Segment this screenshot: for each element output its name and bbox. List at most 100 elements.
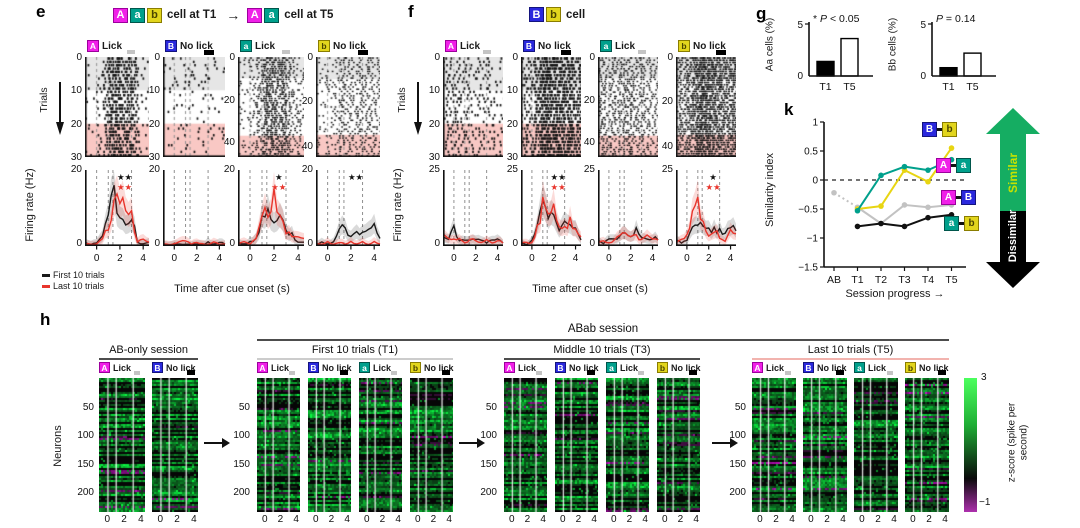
pair-connector	[951, 164, 956, 167]
colorbar	[964, 378, 977, 512]
cue-A-badge: A	[99, 362, 110, 373]
cue-A-badge: A	[257, 362, 268, 373]
k-xlabel: Session progress →	[845, 288, 945, 300]
neuron-ytick-label: 50	[485, 401, 497, 413]
raster-ytick-label: 40	[661, 140, 673, 152]
heatmap	[504, 378, 547, 512]
cue-B-badge: B	[803, 362, 814, 373]
svg-text:0.5: 0.5	[804, 147, 818, 158]
heatmap-xtick-label: 2	[328, 514, 335, 525]
svg-text:2: 2	[194, 253, 200, 264]
red-line-swatch	[42, 285, 50, 288]
rate-ymax-label: 20	[148, 164, 160, 175]
heatmap-xtick-label: 2	[575, 514, 582, 525]
svg-text:T4: T4	[922, 274, 934, 286]
significance-stars-red: ★★	[271, 182, 287, 192]
heatmap	[854, 378, 898, 512]
raster-plot	[598, 57, 658, 157]
e-legend: First 10 trials Last 10 trials	[42, 270, 105, 292]
lick-marker	[637, 50, 646, 54]
colorbar-max-label: 3	[981, 372, 987, 383]
k-ylabel: Similarity index	[764, 153, 776, 227]
group-title-t1: First 10 trials (T1)	[311, 344, 399, 356]
group-underline-t5	[752, 358, 949, 360]
trial-type-label: Lick	[620, 362, 639, 373]
heatmap	[257, 378, 300, 512]
rate-ymax-label: 20	[301, 164, 313, 175]
cue-B-badge: B	[922, 122, 937, 137]
bar-chart-Aa: * P < 0.05 5 0 T1 T5	[797, 13, 873, 93]
raster-plot	[316, 57, 380, 157]
cue-a-badge: a	[359, 362, 370, 373]
legend-last-trials: Last 10 trials	[42, 281, 105, 292]
heatmap-xtick-label: 2	[677, 514, 684, 525]
trial-type-label: Lick	[868, 362, 887, 373]
svg-text:0: 0	[797, 71, 803, 82]
panel-h-label: h	[40, 310, 51, 329]
f-trials-ylabel: Trials	[396, 87, 408, 113]
svg-text:1: 1	[812, 118, 818, 129]
cue-A-badge: A	[113, 7, 128, 23]
heatmap-xtick-label: 2	[773, 514, 779, 525]
raster-ytick-label: 40	[223, 137, 235, 149]
firing-rate-plot: 0 2 4 ★★★★	[521, 170, 582, 264]
colorbar-min-label: −1	[979, 497, 991, 508]
cue-b-badge: b	[657, 362, 668, 373]
trial-type-label: No lick	[569, 362, 599, 373]
heatmap-xtick-label: 0	[559, 514, 566, 525]
heatmap-xtick-label: 0	[859, 514, 865, 525]
heatmap-xtick-label: 0	[312, 514, 319, 525]
svg-text:T5: T5	[966, 81, 978, 93]
rate-ymin-label: 0	[154, 238, 160, 249]
svg-text:0: 0	[171, 253, 177, 264]
raster-plot	[521, 57, 581, 157]
heatmap-cue-label: b No lick	[657, 362, 701, 373]
heatmap-xtick-label: 0	[757, 514, 763, 525]
raster-plot	[163, 57, 225, 157]
neuron-ytick-label: 150	[233, 458, 250, 470]
trial-type-label: No lick	[817, 362, 847, 373]
raster-plot	[676, 57, 736, 157]
heatmap-xtick-label: 4	[591, 514, 597, 525]
heatmap	[657, 378, 700, 512]
raster-cue-label: b No lick	[678, 40, 726, 52]
raster-ytick-label: 0	[154, 52, 160, 63]
heatmap-xtick-label: 2	[379, 514, 386, 525]
heatmap-xtick-label: 4	[540, 514, 546, 525]
abab-session-title: ABab session	[567, 323, 639, 335]
cue-a-badge: a	[854, 362, 865, 373]
cue-A-badge: A	[445, 40, 457, 52]
panel-e-title: A a b cell at T1 → A a cell at T5	[112, 7, 337, 23]
raster-ytick-label: 10	[428, 85, 440, 97]
heatmap-xtick-label: 0	[508, 514, 515, 525]
bar-chart-Bb: P = 0.14 5 0 T1 T5	[920, 13, 996, 93]
raster-plot	[85, 57, 149, 157]
svg-text:4: 4	[217, 253, 223, 264]
cue-A-badge: A	[936, 158, 951, 173]
cue-A-badge: A	[752, 362, 763, 373]
cue-B-badge: B	[529, 7, 544, 22]
trial-type-label: Lick	[373, 362, 392, 373]
trial-type-label: No lick	[333, 40, 366, 52]
raster-cue-label: A Lick	[445, 40, 480, 52]
lick-marker	[785, 371, 791, 375]
svg-text:4: 4	[140, 253, 146, 264]
abab-session-line	[257, 339, 949, 341]
e-trials-arrow-icon	[56, 82, 64, 135]
heatmap-xtick-label: 0	[414, 514, 421, 525]
significance-stars-black: ★★	[550, 172, 566, 182]
svg-text:4: 4	[573, 253, 579, 264]
svg-text:0: 0	[812, 176, 818, 187]
lick-marker	[638, 371, 644, 375]
cue-a-badge: a	[130, 7, 145, 23]
cue-b-badge: b	[964, 216, 979, 231]
neuron-ytick-label: 50	[734, 401, 746, 413]
svg-text:4: 4	[650, 253, 656, 264]
svg-text:T5: T5	[945, 274, 957, 286]
heatmap-cue-label: a Lick	[606, 362, 638, 373]
cue-b-badge: b	[905, 362, 916, 373]
rate-ymin-label: 0	[589, 238, 595, 249]
heatmap-xtick-label: 4	[293, 514, 299, 525]
svg-text:5: 5	[920, 20, 926, 31]
